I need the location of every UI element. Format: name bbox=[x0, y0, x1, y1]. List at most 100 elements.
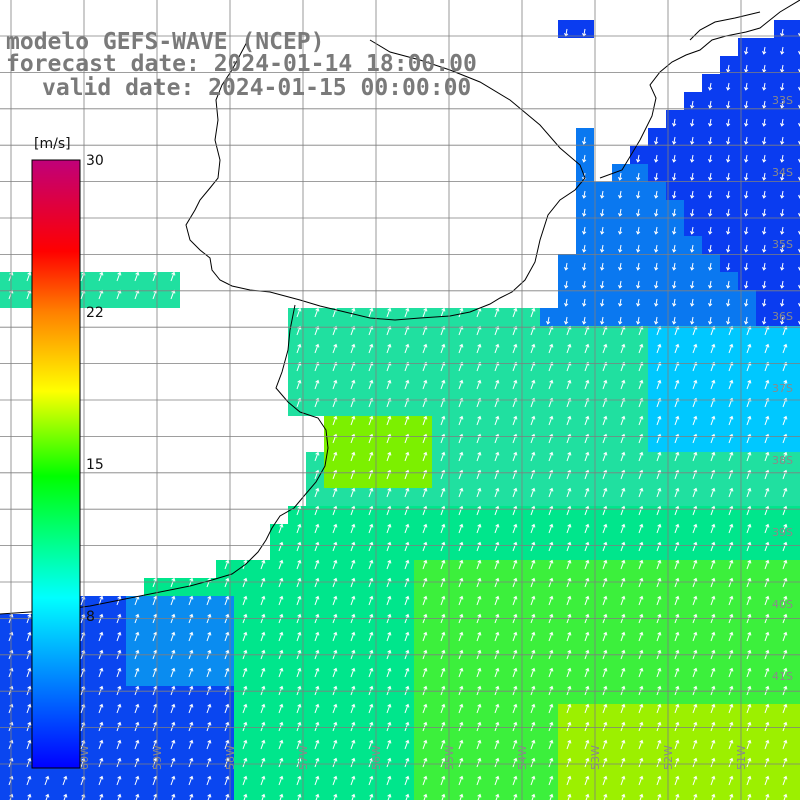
wind-arrow bbox=[710, 595, 716, 606]
wind-arrow bbox=[476, 667, 482, 678]
wind-arrow bbox=[404, 667, 410, 678]
wind-arrow bbox=[726, 226, 731, 235]
colorbar-tick-30: 30 bbox=[86, 153, 104, 169]
wind-arrow bbox=[296, 541, 302, 552]
wind-arrow bbox=[692, 505, 698, 516]
wind-arrow bbox=[170, 739, 176, 750]
wind-arrow bbox=[566, 703, 572, 714]
wind-arrow bbox=[368, 541, 374, 552]
wind-arrow bbox=[242, 577, 248, 588]
wind-arrow bbox=[332, 451, 338, 462]
wind-arrow bbox=[584, 721, 590, 732]
wind-arrow bbox=[512, 577, 518, 588]
wind-cell bbox=[360, 794, 378, 800]
wind-arrow bbox=[386, 307, 392, 318]
wind-arrow bbox=[350, 379, 356, 390]
wind-arrow bbox=[744, 190, 749, 199]
wind-arrow bbox=[404, 505, 410, 516]
wind-arrow bbox=[404, 487, 410, 498]
wind-arrow bbox=[440, 667, 446, 678]
wind-arrow bbox=[368, 487, 374, 498]
wind-arrow bbox=[764, 739, 770, 750]
wind-arrow bbox=[386, 667, 392, 678]
wind-arrow bbox=[26, 775, 32, 786]
wind-arrow bbox=[278, 577, 284, 588]
wind-arrow bbox=[350, 505, 356, 516]
wind-arrow bbox=[476, 487, 482, 498]
wind-arrow bbox=[458, 343, 464, 354]
wind-arrow bbox=[654, 262, 659, 271]
wind-arrow bbox=[582, 298, 587, 307]
wind-cell bbox=[792, 470, 800, 488]
wind-arrow bbox=[746, 595, 752, 606]
wind-arrow bbox=[674, 487, 680, 498]
wind-arrow bbox=[585, 793, 590, 800]
wind-arrow bbox=[618, 280, 623, 289]
wind-arrow bbox=[746, 523, 752, 534]
wind-arrow bbox=[476, 307, 482, 318]
wind-arrow bbox=[512, 343, 518, 354]
wind-arrow bbox=[708, 82, 713, 91]
wind-arrow bbox=[405, 793, 410, 800]
wind-cell bbox=[792, 308, 800, 326]
wind-arrow bbox=[728, 631, 734, 642]
wind-arrow bbox=[440, 757, 446, 768]
wind-arrow bbox=[710, 325, 716, 336]
title-forecast-date: forecast date: 2024-01-14 18:00:00 bbox=[6, 51, 477, 77]
wind-arrow bbox=[602, 487, 608, 498]
wind-arrow bbox=[476, 343, 482, 354]
wind-arrow bbox=[726, 136, 731, 145]
wind-arrow bbox=[314, 721, 320, 732]
wind-arrow bbox=[530, 505, 536, 516]
wind-arrow bbox=[780, 46, 785, 55]
wind-arrow bbox=[783, 793, 788, 800]
wind-arrow bbox=[368, 721, 374, 732]
wind-arrow bbox=[512, 685, 518, 696]
wind-arrow bbox=[548, 757, 554, 768]
wind-arrow bbox=[780, 64, 785, 73]
wind-arrow bbox=[530, 451, 536, 462]
wind-arrow bbox=[314, 667, 320, 678]
wind-arrow bbox=[530, 721, 536, 732]
wind-arrow bbox=[744, 226, 749, 235]
wind-arrow bbox=[618, 316, 623, 325]
wind-arrow bbox=[674, 757, 680, 768]
wind-arrow bbox=[476, 703, 482, 714]
wind-arrow bbox=[188, 685, 194, 696]
wind-arrow bbox=[728, 505, 734, 516]
wind-cell bbox=[792, 434, 800, 452]
wind-arrow bbox=[350, 451, 356, 462]
wind-arrow bbox=[582, 316, 587, 325]
wind-arrow bbox=[170, 271, 176, 282]
longitude-label: 53W bbox=[589, 745, 602, 770]
wind-arrow bbox=[600, 316, 605, 325]
wind-arrow bbox=[350, 415, 356, 426]
wind-arrow bbox=[638, 523, 644, 534]
wind-arrow bbox=[458, 541, 464, 552]
wind-arrow bbox=[620, 541, 626, 552]
wind-arrow bbox=[476, 379, 482, 390]
wind-arrow bbox=[278, 667, 284, 678]
wind-arrow bbox=[368, 595, 374, 606]
wind-arrow bbox=[710, 667, 716, 678]
wind-arrow bbox=[746, 451, 752, 462]
wind-arrow bbox=[782, 343, 788, 354]
wind-arrow bbox=[566, 415, 572, 426]
wind-arrow bbox=[512, 757, 518, 768]
wind-arrow bbox=[638, 343, 644, 354]
wind-arrow bbox=[44, 775, 50, 786]
wind-arrow bbox=[512, 505, 518, 516]
wind-arrow bbox=[674, 631, 680, 642]
wind-arrow bbox=[764, 505, 770, 516]
wind-arrow bbox=[672, 118, 677, 127]
wind-arrow bbox=[726, 244, 731, 253]
wind-arrow bbox=[134, 703, 140, 714]
wind-arrow bbox=[620, 739, 626, 750]
wind-arrow bbox=[710, 487, 716, 498]
wind-arrow bbox=[710, 505, 716, 516]
wind-arrow bbox=[206, 757, 212, 768]
wind-arrow bbox=[621, 793, 626, 800]
wind-arrow bbox=[404, 739, 410, 750]
wind-cell bbox=[396, 794, 414, 800]
wind-arrow bbox=[548, 631, 554, 642]
